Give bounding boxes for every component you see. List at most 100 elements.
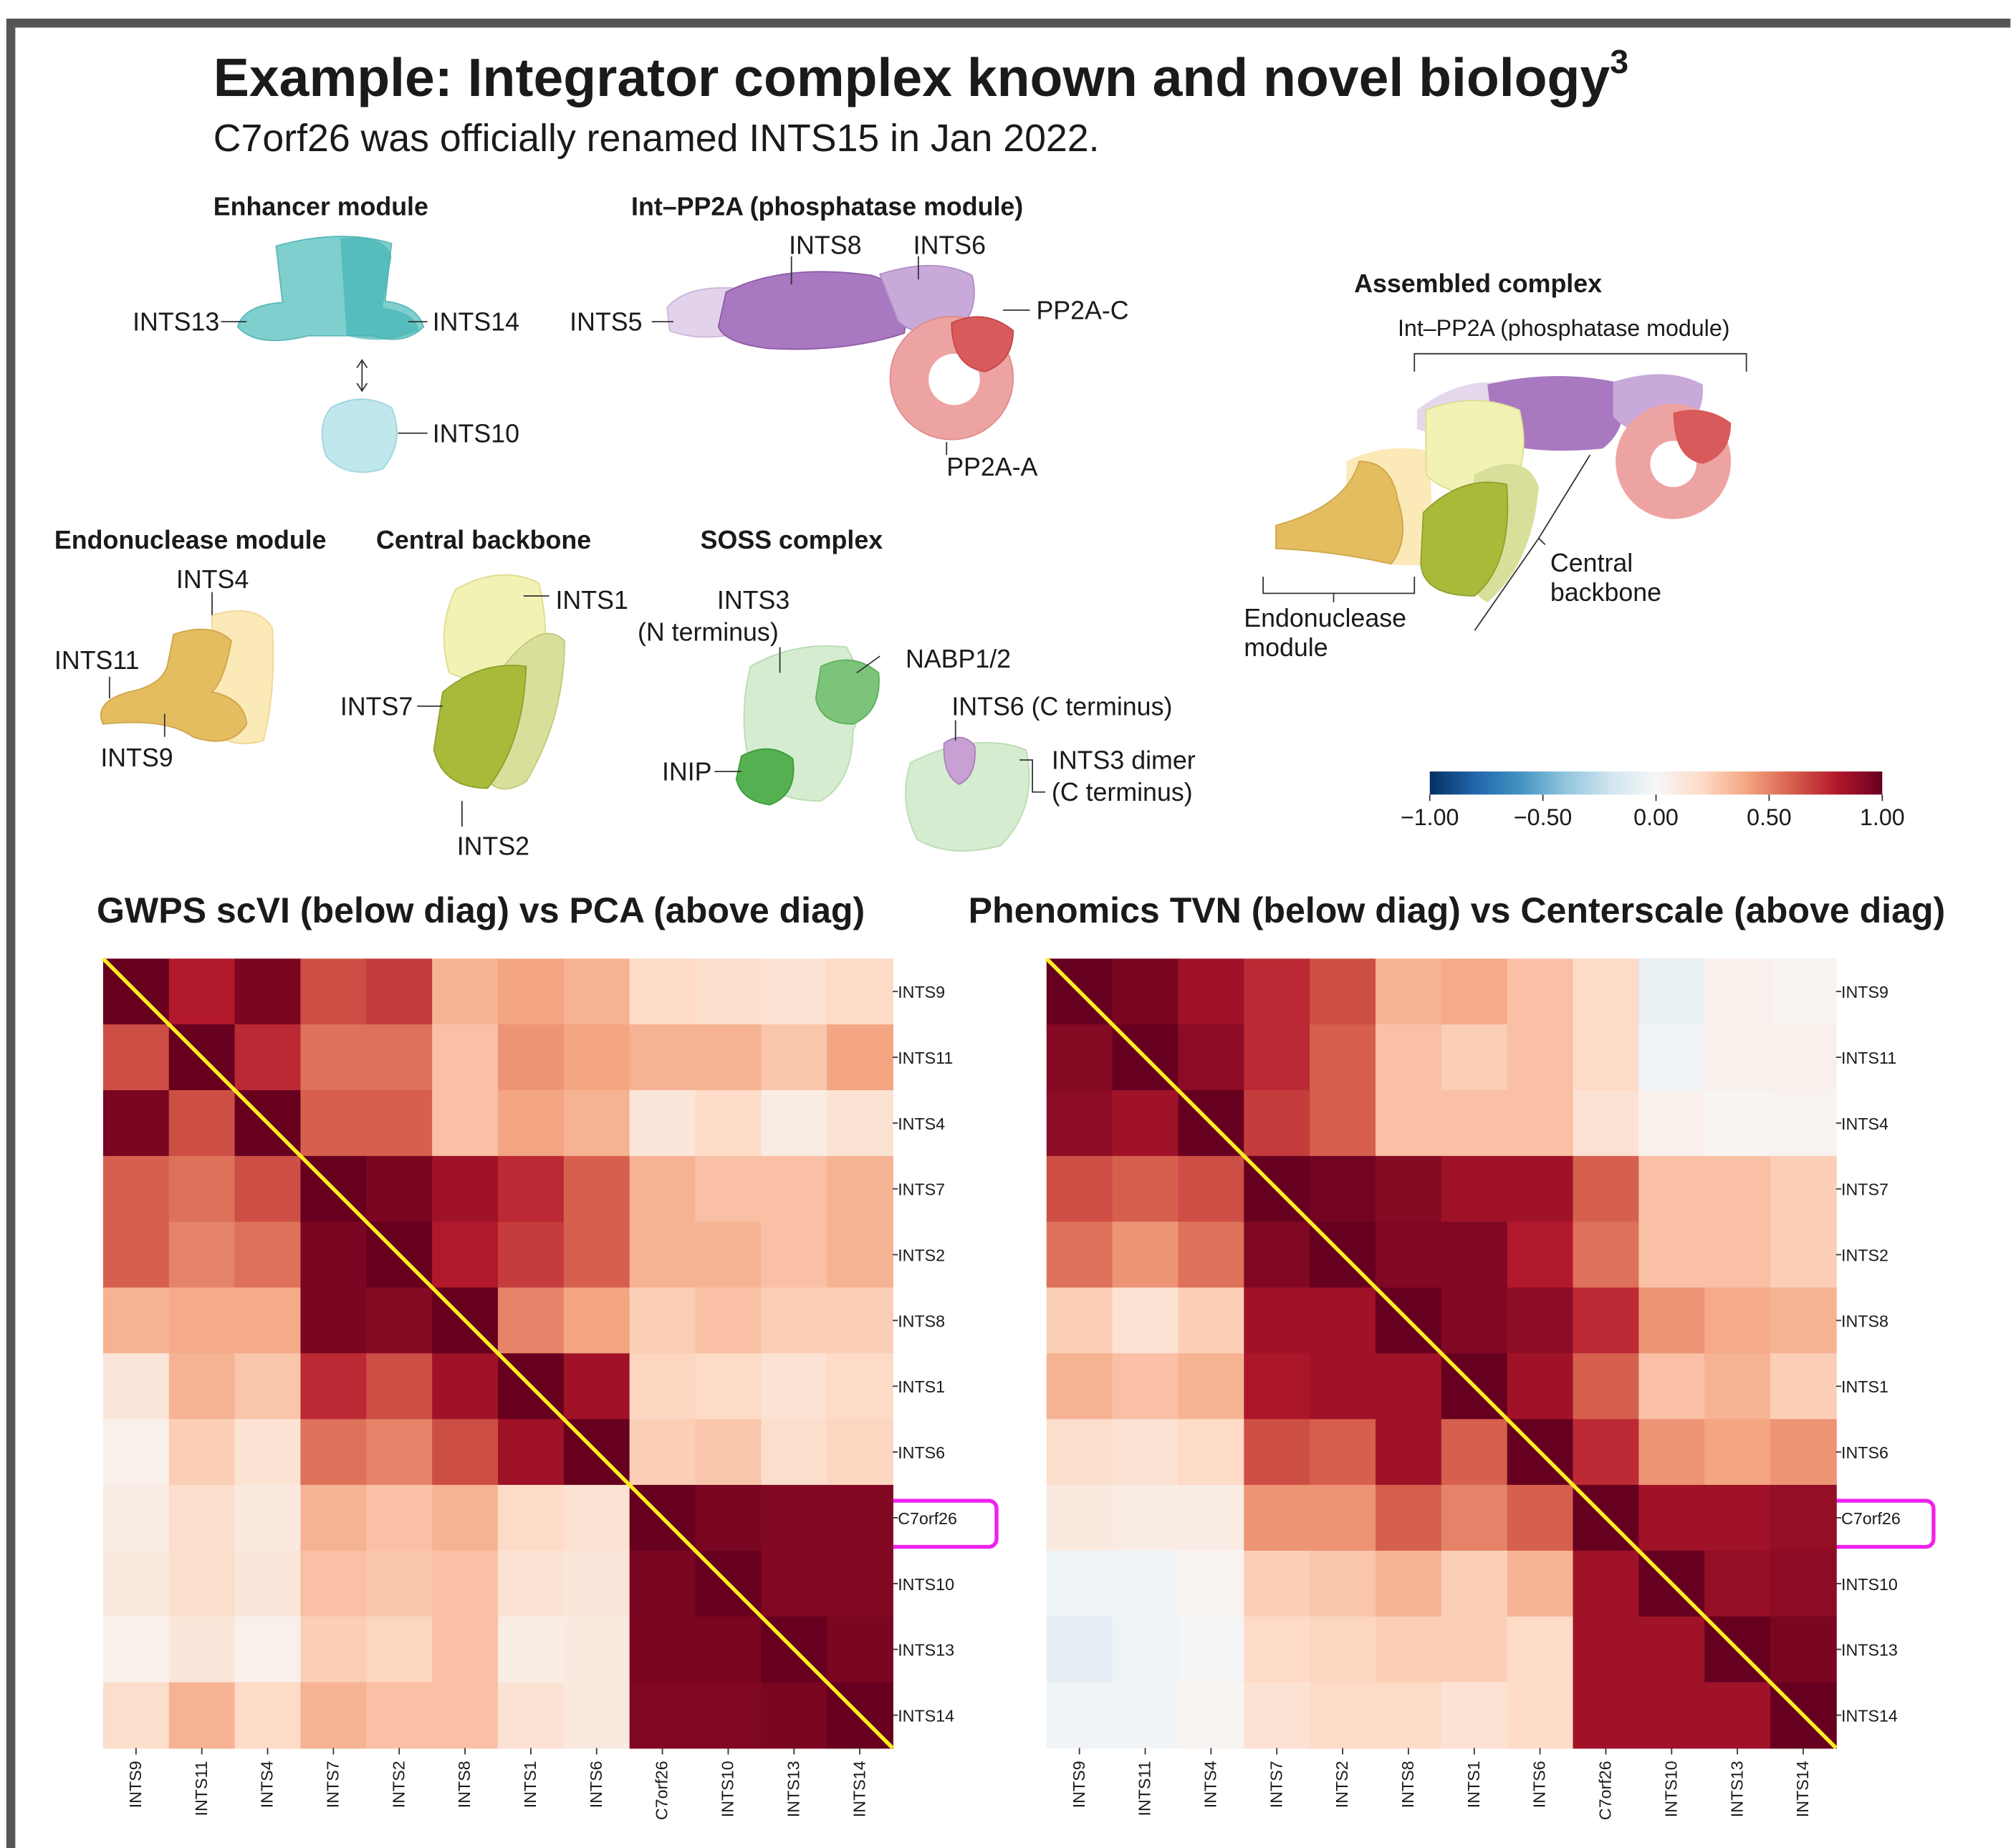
heatmap-cell	[1376, 1090, 1442, 1157]
heatmap-cell	[696, 1222, 762, 1289]
heatmap-cell	[366, 1090, 433, 1157]
y-tick-label: INTS9	[1841, 983, 1888, 1001]
y-tick-label: INTS8	[1841, 1312, 1888, 1330]
heatmap-cell	[761, 958, 827, 1025]
heatmap-cell	[1244, 1683, 1310, 1749]
heatmap-cell	[1244, 1353, 1310, 1420]
heatmap-cell	[1638, 1617, 1705, 1683]
heatmap-cell	[1310, 1683, 1376, 1749]
heatmap-cell	[1573, 1353, 1640, 1420]
heatmap-cell	[103, 1485, 170, 1551]
heatmap-cell	[432, 1419, 499, 1486]
heatmap-cell	[1047, 1024, 1113, 1091]
heatmap-cell	[630, 1090, 696, 1157]
heatmap-cell	[1113, 1353, 1179, 1420]
heatmap-cell	[696, 1090, 762, 1157]
heatmap-cell	[235, 1353, 302, 1420]
module-title: SOSS complex	[701, 526, 883, 554]
heatmap-cell	[1507, 1090, 1574, 1157]
heatmap-cell	[1770, 1485, 1837, 1551]
y-tick-label: INTS1	[898, 1377, 945, 1396]
heatmap-cell	[300, 1683, 367, 1749]
heatmap-cell	[103, 1551, 170, 1617]
heatmap-cell	[630, 1683, 696, 1749]
colorbar-tick-label: −1.00	[1401, 804, 1459, 830]
heatmap-cell	[564, 1353, 630, 1420]
heatmap-cell	[432, 1024, 499, 1091]
heatmap-cell	[564, 1024, 630, 1091]
heatmap-cell	[169, 1617, 236, 1683]
central-backbone: Central backbone INTS1 INTS7 INTS2	[340, 526, 628, 861]
heatmap-cell	[1507, 1222, 1574, 1289]
heatmap-cell	[432, 1222, 499, 1289]
protein-label: INTS1	[555, 586, 628, 615]
heatmap-cell	[300, 1617, 367, 1683]
heatmap-cell	[1441, 1683, 1508, 1749]
heatmap-cell	[169, 958, 236, 1025]
heatmap-cell	[564, 1156, 630, 1223]
heatmap-cell	[103, 1024, 170, 1091]
heatmap-cell	[235, 1617, 302, 1683]
heatmap-cell	[1441, 1485, 1508, 1551]
x-tick-label: INTS6	[1530, 1761, 1549, 1808]
heatmap-cell	[1178, 1156, 1244, 1223]
y-tick-label: INTS6	[1841, 1443, 1888, 1462]
heatmap-cell	[1244, 1419, 1310, 1486]
heatmap-cell	[1244, 1485, 1310, 1551]
x-tick-label: INTS13	[1727, 1761, 1746, 1817]
heatmap-cell	[1704, 1485, 1771, 1551]
heatmap-cell	[1704, 1024, 1771, 1091]
heatmap-cell	[827, 1419, 893, 1486]
heatmap-cell	[630, 1288, 696, 1354]
heatmap-cell	[1178, 1617, 1244, 1683]
heatmap-cell	[761, 1485, 827, 1551]
heatmap-cell	[169, 1353, 236, 1420]
y-tick-label: C7orf26	[898, 1509, 957, 1528]
protein-label: INTS9	[100, 743, 173, 772]
heatmap-cell	[300, 1419, 367, 1486]
heatmap-cell	[1441, 1551, 1508, 1617]
heatmap-cell	[498, 1617, 565, 1683]
x-tick-label: INTS9	[126, 1761, 145, 1808]
heatmap-cell	[1178, 1222, 1244, 1289]
heatmap-cell	[761, 1288, 827, 1354]
heatmap-cell	[1047, 1485, 1113, 1551]
heatmap-cell	[1441, 1288, 1508, 1354]
heatmap-cell	[827, 1090, 893, 1157]
heatmap-cell	[169, 1090, 236, 1157]
colorbar-tick-label: 1.00	[1860, 804, 1905, 830]
heatmap-cell	[1310, 1551, 1376, 1617]
heatmap-cell	[300, 1485, 367, 1551]
heatmap-cell	[761, 1683, 827, 1749]
enhancer-module: Enhancer module INTS13 INTS14 INTS10	[133, 193, 519, 473]
heatmap-cell	[564, 1288, 630, 1354]
y-tick-label: INTS2	[898, 1246, 945, 1265]
heatmap-cell	[498, 1024, 565, 1091]
heatmap-cell	[1704, 1288, 1771, 1354]
heatmap-cell	[1178, 1485, 1244, 1551]
heatmap-cell	[366, 958, 433, 1025]
protein-label: INTS2	[457, 832, 529, 860]
heatmap-cell	[1573, 1683, 1640, 1749]
endonuclease-module: Endonuclease module INTS4 INTS11 INTS9	[54, 526, 327, 772]
x-tick-label: INTS4	[1201, 1761, 1220, 1808]
heatmap-cell	[498, 1090, 565, 1157]
heatmap-cell	[564, 1617, 630, 1683]
heatmap-cell	[696, 1024, 762, 1091]
protein-label: PP2A-A	[946, 453, 1037, 481]
heatmap-cell	[1704, 1683, 1771, 1749]
heatmap-cell	[630, 1419, 696, 1486]
heatmap-cell	[1376, 1683, 1442, 1749]
heatmap-cell	[696, 1419, 762, 1486]
heatmap-cell	[696, 1156, 762, 1223]
heatmap-cell	[300, 1353, 367, 1420]
heatmap-cell	[1113, 1419, 1179, 1486]
heatmap-cell	[432, 958, 499, 1025]
heatmap-cell	[1047, 1617, 1113, 1683]
heatmap-cell	[235, 1551, 302, 1617]
heatmap-cell	[1573, 1222, 1640, 1289]
heatmap-cell	[366, 1551, 433, 1617]
heatmap-cell	[169, 1551, 236, 1617]
heatmap-cell	[300, 1090, 367, 1157]
module-title: Central backbone	[376, 526, 591, 554]
